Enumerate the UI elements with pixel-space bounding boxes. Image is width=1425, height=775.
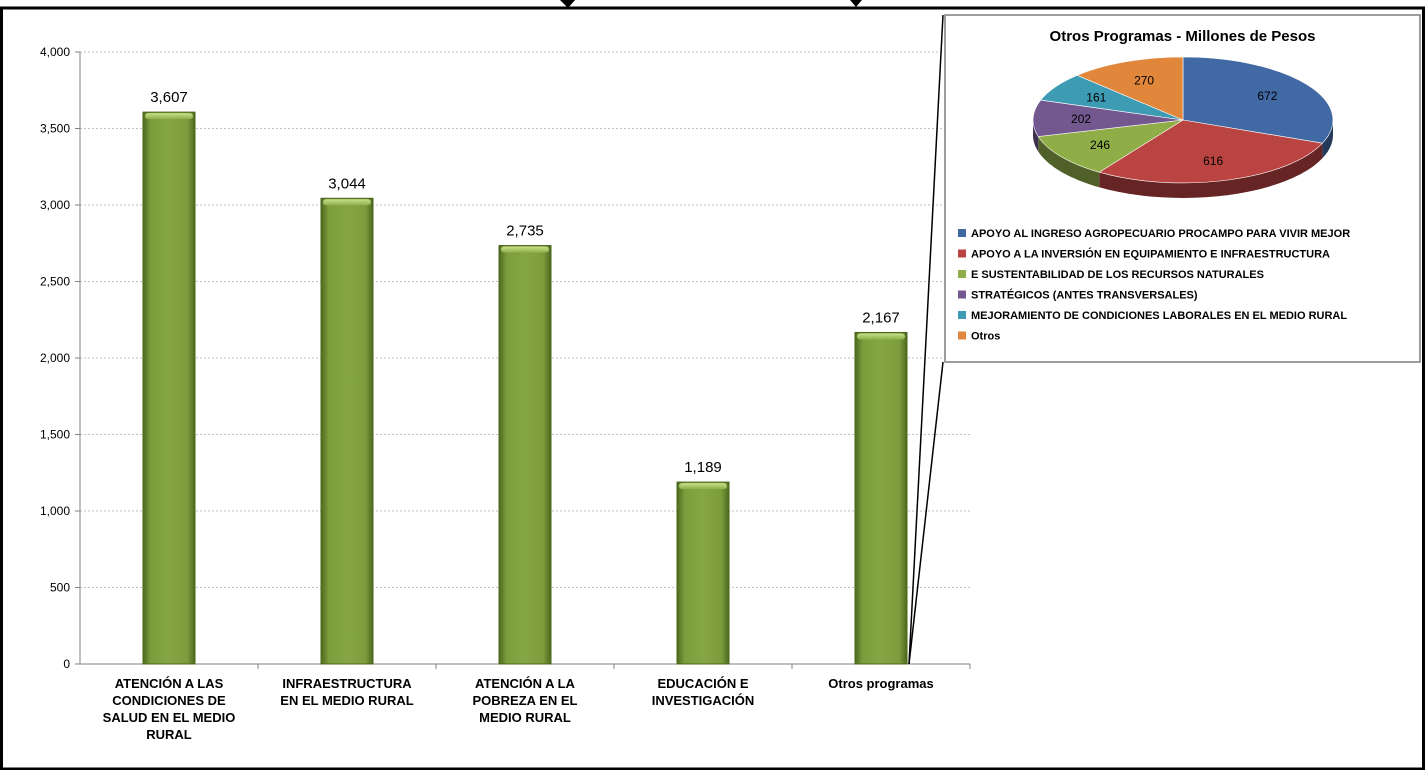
pie-slice-side — [1322, 120, 1333, 159]
x-category-label-line: SALUD EN EL MEDIO — [103, 710, 236, 725]
pie-slice-label: 616 — [1203, 154, 1223, 168]
x-category-label-line: EN EL MEDIO RURAL — [280, 693, 413, 708]
y-tick-label: 2,500 — [40, 275, 70, 289]
bar-value-label: 1,189 — [684, 459, 722, 476]
y-tick-label: 500 — [50, 581, 70, 595]
x-category-label-line: Otros programas — [828, 676, 933, 691]
x-category-label: Otros programas — [828, 676, 933, 691]
cropped-title-fragment — [560, 0, 575, 8]
pie-slice-label: 246 — [1090, 138, 1110, 152]
bar-cap — [679, 483, 727, 490]
legend-swatch — [958, 290, 966, 299]
bar-cap — [857, 333, 905, 340]
pie-slice-side — [1038, 136, 1100, 188]
connector-line — [908, 14, 944, 665]
legend-label: MEJORAMIENTO DE CONDICIONES LABORALES EN… — [971, 310, 1347, 322]
x-category-label: ATENCIÓN A LAS CONDICIONES DE SALUD EN EL … — [103, 676, 236, 742]
pie-slice-side — [1033, 120, 1039, 152]
outer-border — [0, 6, 1425, 771]
x-category-label-line: RURAL — [146, 727, 192, 742]
legend-label: APOYO A LA INVERSIÓN EN EQUIPAMIENTO E I… — [971, 248, 1330, 261]
y-tick-label: 1,500 — [40, 428, 70, 442]
legend-label: STRATÉGICOS (ANTES TRANSVERSALES) — [971, 289, 1198, 302]
bar-value-label: 2,167 — [862, 309, 900, 326]
legend-swatch — [958, 311, 966, 319]
legend-swatch — [958, 249, 966, 258]
bar-chart: 0 500 1,000 1,500 2,000 2,500 3,000 3,500 4,000 3… — [40, 45, 971, 742]
legend-swatch — [958, 331, 966, 340]
legend-swatch — [958, 270, 966, 278]
x-category-label-line: CONDICIONES DE — [112, 693, 226, 708]
x-category-label: EDUCACIÓN E INVESTIGACIÓN — [652, 676, 755, 708]
bar — [498, 245, 552, 665]
pie-slice — [1032, 99, 1184, 137]
y-tick-label: 3,000 — [40, 198, 70, 212]
x-category-label-line: MEDIO RURAL — [479, 710, 571, 725]
bar — [854, 331, 908, 665]
bar-value-label: 2,735 — [506, 223, 544, 240]
pie-slice — [1037, 119, 1184, 173]
cropped-title-fragment — [850, 0, 862, 7]
legend-label: APOYO AL INGRESO AGROPECUARIO PROCAMPO P… — [971, 228, 1350, 240]
connector-line — [908, 361, 944, 665]
x-category-label-line: EDUCACIÓN E — [657, 676, 748, 691]
bar-cap — [323, 199, 371, 206]
pie-slice-label: 672 — [1257, 89, 1277, 103]
pie-slice-label: 202 — [1071, 112, 1091, 126]
x-category-label-line: INVESTIGACIÓN — [652, 693, 755, 708]
pie-slice — [1076, 56, 1184, 121]
x-category-label-line: ATENCIÓN A LAS — [115, 676, 224, 691]
bar-cap — [145, 113, 193, 120]
y-tick-label: 4,000 — [40, 45, 70, 59]
x-category-label-line: INFRAESTRUCTURA — [282, 676, 412, 691]
pie-slice — [1098, 119, 1324, 184]
y-tick-label: 1,000 — [40, 504, 70, 518]
bar-value-label: 3,607 — [150, 89, 188, 106]
legend-label: E SUSTENTABILIDAD DE LOS RECURSOS NATURA… — [971, 269, 1264, 281]
y-tick-label: 0 — [63, 657, 70, 671]
legend-label: Otros — [971, 331, 1000, 343]
bar — [676, 481, 730, 665]
bar-value-label: 3,044 — [328, 175, 366, 192]
x-category-label: INFRAESTRUCTURA EN EL MEDIO RURAL — [280, 676, 413, 708]
pie-chart-panel: Otros Programas - Millones de Pesos 672 61… — [908, 14, 1421, 665]
pie-slice-label: 161 — [1086, 90, 1106, 104]
bar — [320, 197, 374, 665]
x-category-label-line: ATENCIÓN A LA — [475, 676, 576, 691]
bar — [142, 111, 196, 665]
x-category-label-line: POBREZA EN EL — [473, 693, 578, 708]
pie-title: Otros Programas - Millones de Pesos — [1050, 28, 1316, 45]
pie-slice-label: 270 — [1134, 73, 1154, 87]
y-tick-label: 3,500 — [40, 122, 70, 136]
bar-cap — [501, 246, 549, 253]
legend-swatch — [958, 229, 966, 237]
pie-slice — [1182, 56, 1334, 144]
x-category-label: ATENCIÓN A LA POBREZA EN EL MEDIO RURAL — [473, 676, 578, 725]
y-tick-label: 2,000 — [40, 351, 70, 365]
pie-slice-side — [1099, 143, 1323, 198]
